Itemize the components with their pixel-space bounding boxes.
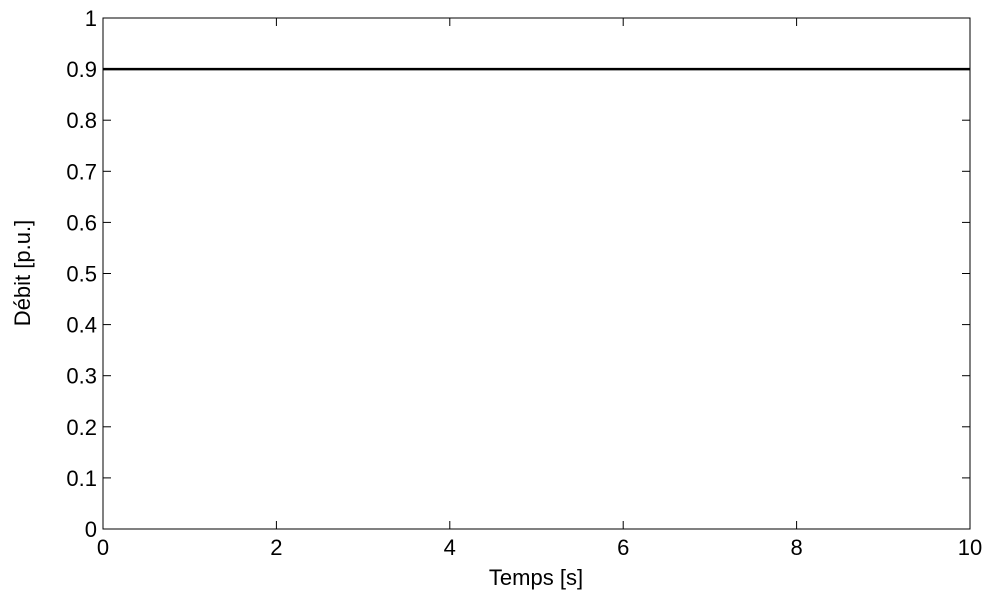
x-tick-label: 6 [617,535,629,560]
x-tick-label: 2 [270,535,282,560]
y-tick-label: 0 [85,517,97,542]
plot-frame [102,17,971,530]
y-tick-label: 0.5 [66,262,97,287]
y-tick-label: 0.6 [66,210,97,235]
x-tick-label: 10 [958,535,982,560]
y-tick-label: 0.4 [66,313,97,338]
y-tick-label: 1 [85,6,97,31]
y-tick-label: 0.8 [66,108,97,133]
y-tick-label: 0.7 [66,159,97,184]
x-tick-label: 0 [97,535,109,560]
y-tick-label: 0.9 [66,57,97,82]
tick-labels: 0 2 4 6 8 10 0 0.1 0.2 0.3 0.4 0.5 0.6 0.7 0.8 0.9 1 [66,6,982,560]
y-axis-label: Débit [p.u.] [10,220,35,326]
y-tick-label: 0.2 [66,415,97,440]
x-tick-label: 4 [444,535,456,560]
x-tick-label: 8 [790,535,802,560]
y-tick-label: 0.3 [66,364,97,389]
y-tick-label: 0.1 [66,466,97,491]
plot-area [103,18,970,529]
x-axis-label: Temps [s] [489,565,583,590]
